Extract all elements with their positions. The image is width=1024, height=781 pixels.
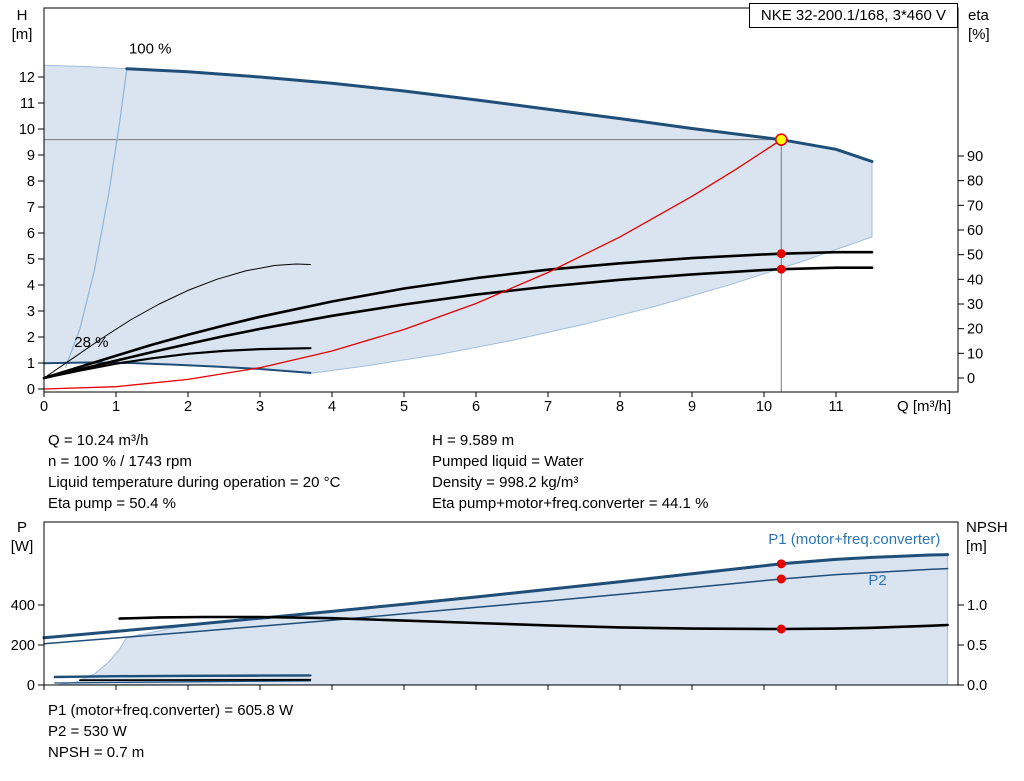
curve-label: P1 (motor+freq.converter)	[768, 531, 940, 548]
plot-border	[43, 521, 959, 686]
tick-label: 1.0	[967, 598, 987, 614]
eta-axis-title: eta [%]	[968, 6, 1008, 44]
tick-label: 0	[27, 678, 35, 694]
tick-label: 80	[967, 174, 983, 190]
curve-label: P2	[868, 572, 886, 589]
eta-pump-motor-freq-28pct-curve	[42, 347, 312, 380]
eta-axis-symbol: eta	[968, 7, 989, 24]
info-line-temperature: Liquid temperature during operation = 20…	[48, 474, 341, 491]
p-axis-unit: [W]	[10, 538, 34, 555]
npsh-axis-symbol: NPSH	[966, 519, 1008, 536]
p2-100pct-curve	[43, 567, 949, 645]
tick-label: 0.0	[967, 678, 987, 694]
info-line-density: Density = 998.2 kg/m³	[432, 474, 579, 491]
tick-label: 10	[756, 399, 772, 415]
duty-point[interactable]	[775, 133, 788, 146]
tick-label: 1	[112, 399, 120, 415]
tick-label: 12	[19, 70, 35, 86]
tick-label: 70	[967, 198, 983, 214]
p-axis-symbol: P	[16, 519, 27, 536]
head-curve-28pct-curve	[43, 361, 312, 374]
duty-range-envelope	[58, 554, 949, 686]
tick-label: 5	[400, 399, 408, 415]
info-line-q: Q = 10.24 m³/h	[48, 432, 149, 449]
h-axis-title: H [m]	[6, 6, 38, 44]
tick-label: 6	[27, 226, 35, 242]
p1-marker	[776, 559, 786, 569]
power-npsh-chart[interactable]: 0 200 400 0.0 0.5 1.0 P1 (motor+freq.converter…	[0, 512, 1024, 697]
info-line-p2: P2 = 530 W	[48, 723, 127, 740]
tick-label: 9	[688, 399, 696, 415]
p2-28pct-curve	[54, 680, 312, 684]
p-axis-title: P [W]	[6, 518, 38, 556]
eta-pump-marker	[776, 249, 786, 259]
duty-info-left-column: Q = 10.24 m³/h n = 100 % / 1743 rpm Liqu…	[48, 430, 340, 514]
info-line-h: H = 9.589 m	[432, 432, 515, 449]
tick-label: 4	[328, 399, 336, 415]
eta-pump-28pct-curve	[43, 263, 311, 379]
x-axis-title: Q [m³/h]	[897, 398, 951, 415]
tick-label: 1	[27, 356, 35, 372]
npsh-marker	[776, 624, 786, 634]
tick-label: 8	[616, 399, 624, 415]
tick-label: 0.5	[967, 638, 987, 654]
tick-label: 7	[544, 399, 552, 415]
power-info-column: P1 (motor+freq.converter) = 605.8 W P2 =…	[48, 700, 293, 763]
eta-axis-unit: [%]	[968, 26, 990, 43]
tick-label: 3	[27, 304, 35, 320]
tick-label: 0	[27, 382, 35, 398]
tick-label: 9	[27, 148, 35, 164]
tick-label: 11	[20, 96, 35, 112]
pump-model-title: NKE 32-200.1/168, 3*460 V	[748, 3, 958, 28]
tick-label: 11	[828, 399, 843, 415]
tick-label: 6	[472, 399, 480, 415]
tick-label: 400	[11, 598, 35, 614]
p1-100pct-curve	[42, 553, 950, 640]
tick-label: 60	[967, 223, 983, 239]
duty-info-right-column: H = 9.589 m Pumped liquid = Water Densit…	[432, 430, 708, 514]
npsh-axis-unit: [m]	[966, 538, 987, 555]
tick-label: 0	[40, 399, 48, 415]
eta-total-marker	[776, 264, 786, 274]
tick-label: 4	[27, 278, 35, 294]
head-curve-100pct-curve	[125, 67, 874, 163]
qh-eta-chart[interactable]: 0 1 2 3 4 5 6 7 8 9 10 11 Q [m³/h]012345678910111201…	[0, 0, 1024, 430]
info-line-p1: P1 (motor+freq.converter) = 605.8 W	[48, 702, 294, 719]
plot-border	[43, 7, 959, 393]
h-axis-unit: [m]	[11, 26, 33, 43]
info-line-eta-pump: Eta pump = 50.4 %	[48, 495, 176, 512]
tick-label: 2	[27, 330, 35, 346]
p1-28pct-curve	[53, 674, 312, 679]
curve-label: 100 %	[129, 41, 172, 58]
eta-pump-motor-freq-100pct-curve	[42, 266, 874, 380]
tick-label: 10	[967, 346, 983, 362]
tick-label: 0	[967, 371, 975, 387]
tick-label: 7	[27, 200, 35, 216]
eta-pump-100pct-curve	[42, 250, 874, 380]
curve-label: 28 %	[74, 334, 108, 351]
tick-label: 30	[967, 297, 983, 313]
info-line-speed: n = 100 % / 1743 rpm	[48, 453, 192, 470]
tick-label: 90	[967, 149, 983, 165]
tick-label: 50	[967, 248, 983, 264]
system-curve-curve	[43, 139, 782, 390]
tick-label: 10	[19, 122, 35, 138]
tick-label: 200	[11, 638, 35, 654]
tick-label: 2	[184, 399, 192, 415]
npsh-axis-title: NPSH [m]	[966, 518, 1022, 556]
npsh-100pct-curve	[118, 615, 949, 631]
p2-marker	[776, 574, 786, 584]
h-axis-symbol: H	[16, 7, 28, 24]
tick-label: 5	[27, 252, 35, 268]
info-line-npsh: NPSH = 0.7 m	[48, 744, 145, 761]
min-flow-boundary-curve	[64, 68, 128, 368]
tick-label: 3	[256, 399, 264, 415]
tick-label: 20	[967, 322, 983, 338]
tick-label: 40	[967, 272, 983, 288]
tick-label: 8	[27, 174, 35, 190]
info-line-liquid: Pumped liquid = Water	[432, 453, 584, 470]
info-line-eta-total: Eta pump+motor+freq.converter = 44.1 %	[432, 495, 709, 512]
duty-range-envelope	[43, 64, 873, 374]
